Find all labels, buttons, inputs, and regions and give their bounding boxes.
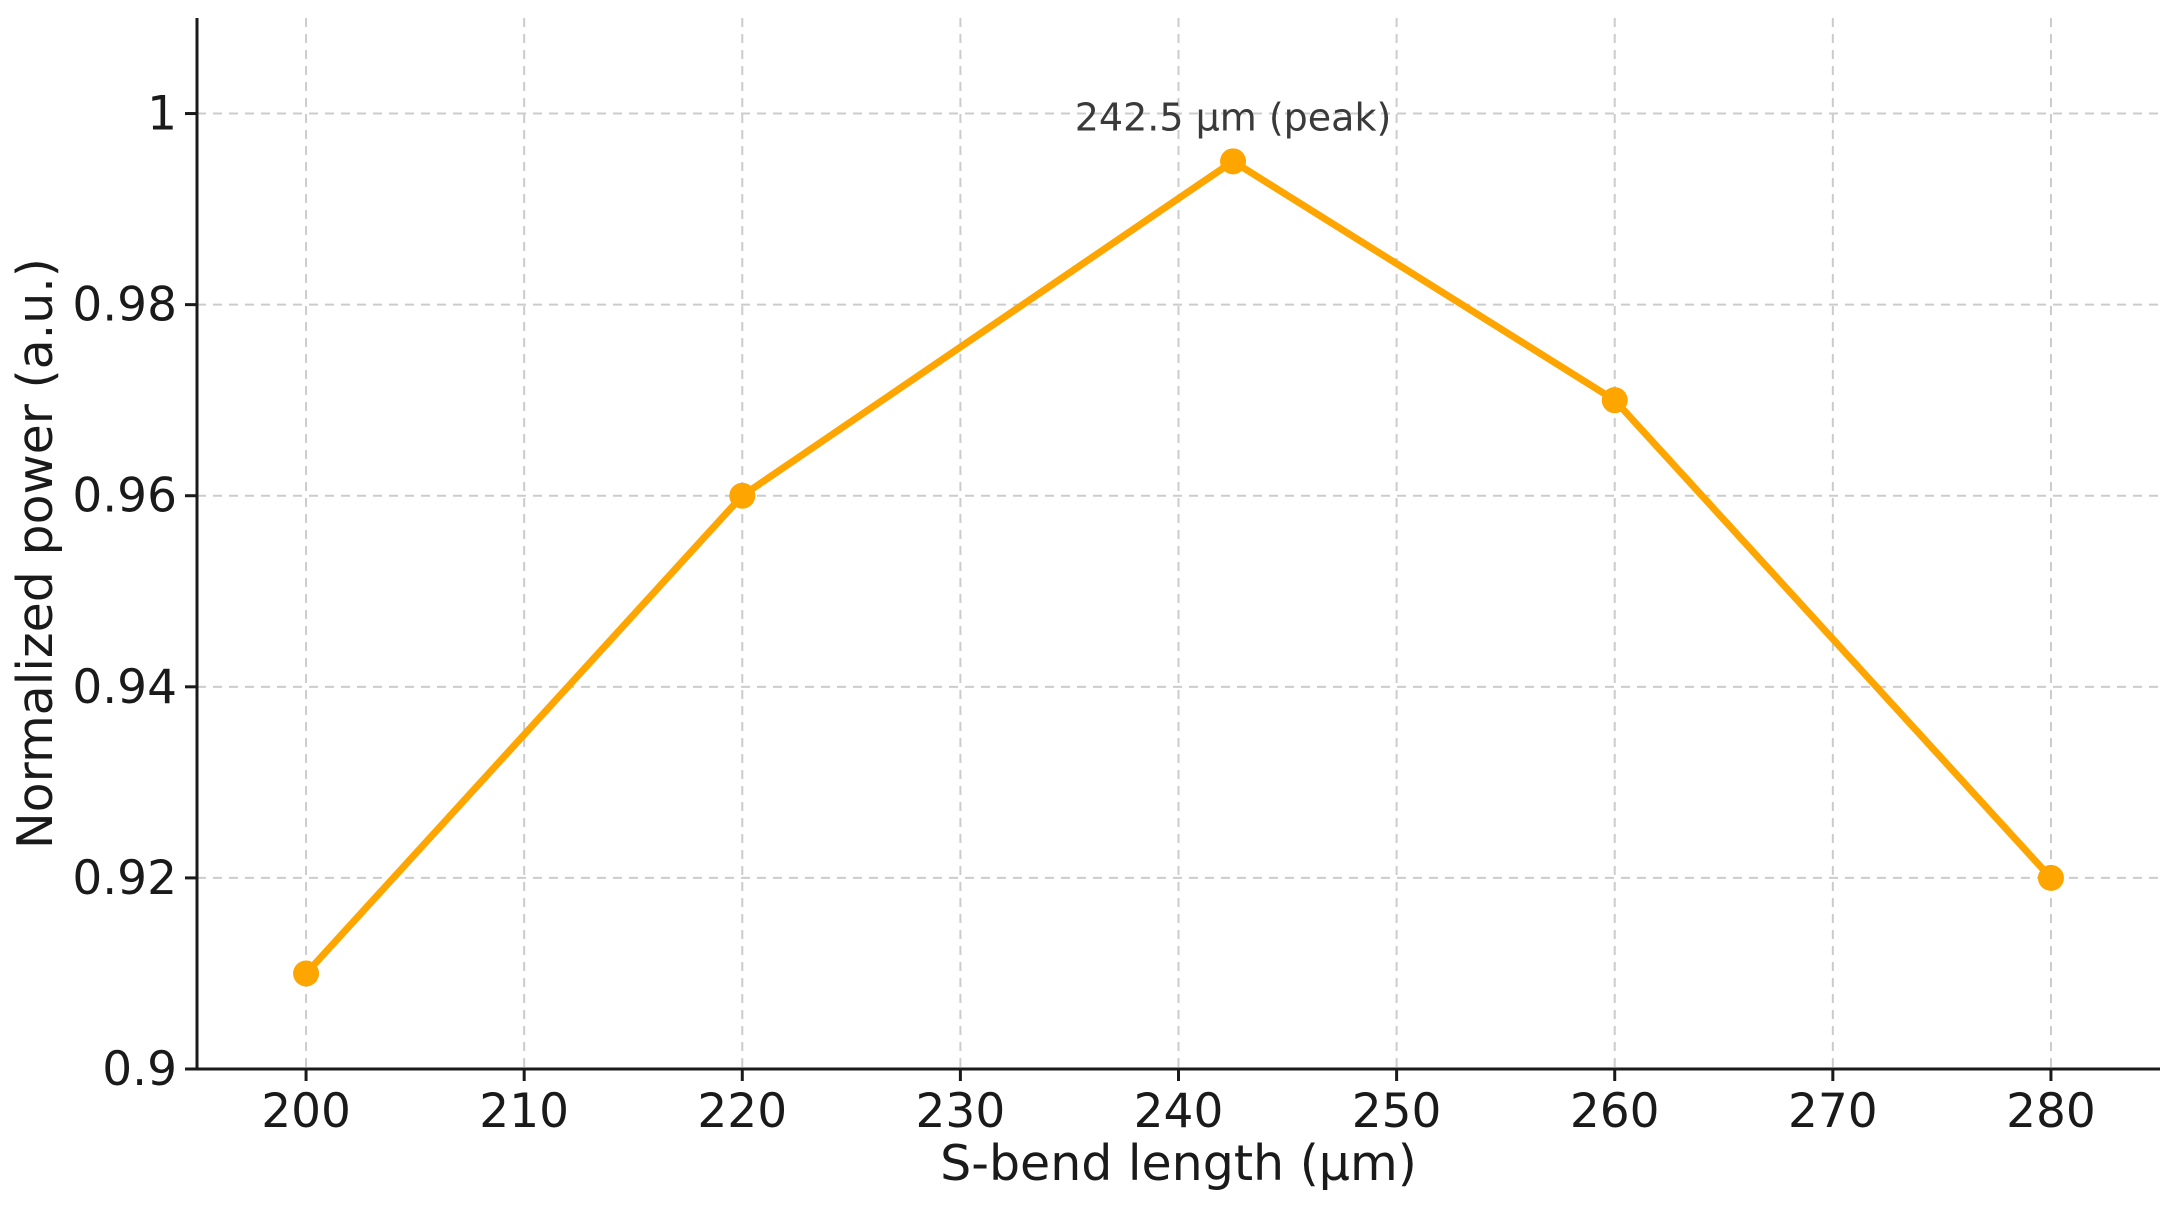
x-axis-title: S-bend length (µm) bbox=[940, 1135, 1417, 1192]
x-tick-label: 220 bbox=[697, 1084, 787, 1139]
data-point bbox=[729, 482, 756, 509]
x-tick-label: 270 bbox=[1788, 1084, 1878, 1139]
y-tick-label: 1 bbox=[147, 87, 177, 142]
data-point bbox=[293, 960, 320, 987]
y-tick-label: 0.9 bbox=[102, 1042, 177, 1097]
grid bbox=[197, 18, 2160, 1069]
axes bbox=[185, 18, 2160, 1081]
y-tick-label: 0.94 bbox=[72, 660, 177, 715]
data-point bbox=[2037, 864, 2064, 891]
labels: S-bend length (µm) Normalized power (a.u… bbox=[7, 87, 2096, 1192]
y-tick-label: 0.92 bbox=[72, 851, 177, 906]
peak-annotation: 242.5 µm (peak) bbox=[1075, 95, 1392, 139]
axis-spines bbox=[195, 18, 2160, 1071]
series bbox=[293, 148, 2064, 987]
x-tick-label: 200 bbox=[261, 1084, 351, 1139]
x-tick-label: 210 bbox=[479, 1084, 569, 1139]
x-tick-label: 250 bbox=[1352, 1084, 1442, 1139]
y-tick-label: 0.98 bbox=[72, 278, 177, 333]
y-axis-title: Normalized power (a.u.) bbox=[7, 258, 64, 849]
data-point bbox=[1220, 148, 1247, 175]
x-tick-label: 240 bbox=[1134, 1084, 1224, 1139]
data-point bbox=[1601, 387, 1628, 414]
x-tick-label: 230 bbox=[916, 1084, 1006, 1139]
y-tick-label: 0.96 bbox=[72, 469, 177, 524]
x-tick-label: 280 bbox=[2006, 1084, 2096, 1139]
x-tick-label: 260 bbox=[1570, 1084, 1660, 1139]
